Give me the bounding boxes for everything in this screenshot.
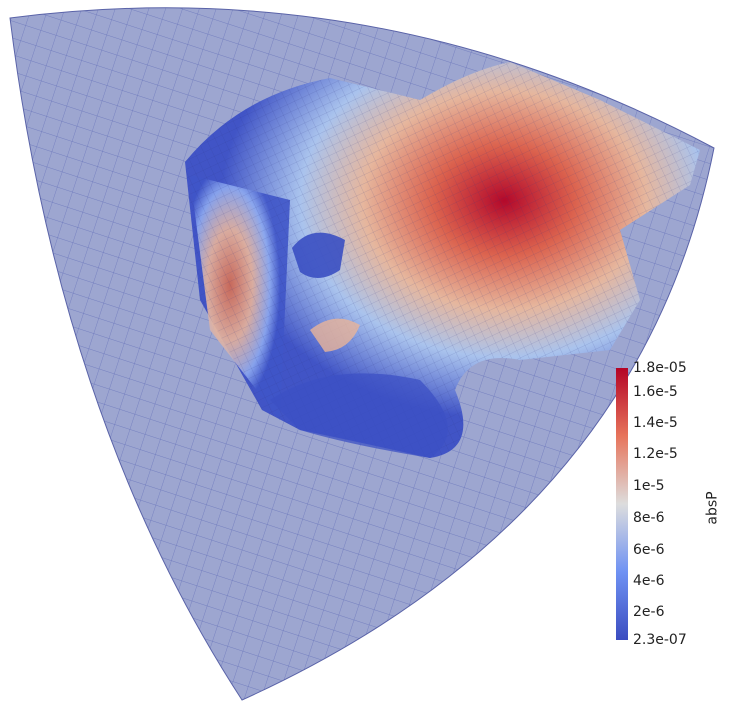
legend-tick-8: 2e-6 [633,604,665,620]
colorbar [616,368,628,640]
legend-tick-1: 1.6e-5 [633,384,678,400]
legend-tick-4: 1e-5 [633,478,665,494]
legend-tick-2: 1.4e-5 [633,415,678,431]
legend-tick-5: 8e-6 [633,510,665,526]
legend-tick-min: 2.3e-07 [633,632,687,648]
legend-tick-3: 1.2e-5 [633,446,678,462]
colorbar-gradient [616,368,628,640]
legend-tick-max: 1.8e-05 [633,360,687,376]
legend-tick-7: 4e-6 [633,573,665,589]
legend-title: absP [704,491,721,525]
legend-tick-6: 6e-6 [633,542,665,558]
cutaway-region [185,62,700,458]
